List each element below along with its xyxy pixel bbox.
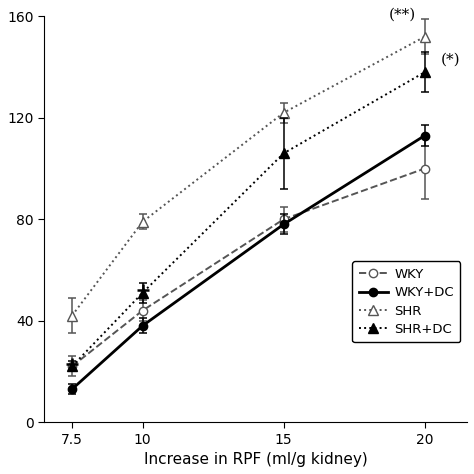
Text: (**): (**) xyxy=(389,8,416,21)
X-axis label: Increase in RPF (ml/g kidney): Increase in RPF (ml/g kidney) xyxy=(144,452,367,467)
Legend: WKY, WKY+DC, SHR, SHR+DC: WKY, WKY+DC, SHR, SHR+DC xyxy=(352,262,460,342)
Text: (*): (*) xyxy=(440,53,460,66)
